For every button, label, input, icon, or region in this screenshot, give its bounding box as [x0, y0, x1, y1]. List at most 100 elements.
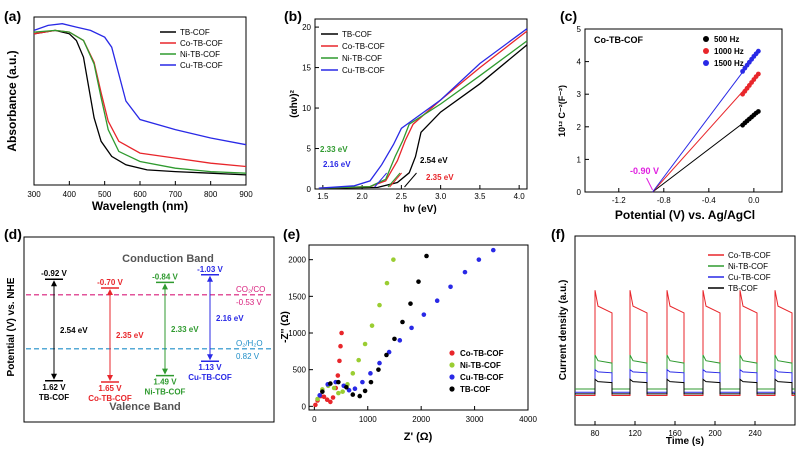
- panel-c-ytick-label: 4: [577, 58, 582, 67]
- panel-a-legend-label: Co-TB-COF: [180, 39, 223, 48]
- panel-d-cb-label: -0.92 V: [41, 269, 67, 278]
- panel-a-ticks: 300 400 500 600 700 800 900: [27, 181, 253, 199]
- panel-e-point-co-tb-cof: [321, 394, 327, 400]
- panel-b-ytick-label: 5: [307, 145, 312, 154]
- panel-e-point-tb-cof: [384, 352, 389, 358]
- panel-e-point-cu-tb-cof: [448, 284, 453, 290]
- panel-d-gap-arrow-down: [207, 354, 213, 361]
- panel-e-point-ni-tb-cof: [377, 302, 382, 308]
- panel-f: (f) 80 120 160 200 240 Co-TB-COF Ni-TB-COF Cu-…: [551, 226, 796, 447]
- panel-e-ytick-label: 2000: [288, 256, 306, 265]
- panel-b-ytick-label: 0: [307, 185, 312, 194]
- panel-a-series-ni-tb-cof: [33, 29, 247, 174]
- panel-e-label: (e): [283, 226, 300, 242]
- panel-d-label: (d): [4, 226, 22, 242]
- panel-b-xtick-label: 4.0: [514, 192, 526, 201]
- panel-e-legend-marker: [449, 350, 455, 356]
- panel-d-ref-label-bottom: -0.53 V: [236, 298, 262, 307]
- panel-e-point-cu-tb-cof: [352, 386, 358, 392]
- panel-e-point-tb-cof: [320, 389, 325, 394]
- panel-f-legend: Co-TB-COF Ni-TB-COF Cu-TB-COF TB-COF: [708, 251, 771, 293]
- panel-e-point-cu-tb-cof: [490, 247, 496, 253]
- panel-e-point-cu-tb-cof: [397, 338, 403, 343]
- panel-e-point-tb-cof: [376, 367, 381, 372]
- panel-e-point-ni-tb-cof: [391, 257, 396, 262]
- panel-f-xtick-label: 200: [708, 429, 722, 438]
- panel-b-xtick-label: 1.5: [317, 192, 329, 201]
- panel-b-xtick-label: 2.5: [396, 192, 408, 201]
- panel-e-point-cu-tb-cof: [317, 393, 322, 398]
- panel-c-legend-marker: [703, 60, 709, 66]
- panel-f-xtick-label: 240: [748, 429, 762, 438]
- panel-d-gap-label: 2.33 eV: [171, 325, 199, 334]
- panel-c-legend-marker: [703, 36, 709, 42]
- panel-e: (e) 0 1000 2000 3000 4000 0 500 1000 1500 2000 Co…: [280, 226, 537, 443]
- panel-e-xtick-label: 4000: [519, 415, 537, 424]
- panel-e-point-cu-tb-cof: [377, 360, 382, 366]
- panel-e-point-ni-tb-cof: [384, 280, 390, 286]
- panel-d-material-name: Ni-TB-COF: [145, 388, 186, 397]
- panel-b-ticks: 1.5 2.0 2.5 3.0 3.5 4.0 0 5 10 15 20: [302, 23, 525, 201]
- panel-e-legend-label: Ni-TB-COF: [460, 361, 501, 370]
- panel-c-point-500hz: [755, 109, 761, 114]
- panel-e-point-ni-tb-cof: [356, 357, 361, 363]
- panel-f-label: (f): [551, 226, 565, 242]
- panel-e-frame: [308, 244, 529, 411]
- panel-e-point-ni-tb-cof: [362, 341, 368, 347]
- panel-d-ref-label-top: O₂/H₂O: [236, 339, 263, 348]
- panel-e-ytick-label: 1000: [288, 329, 306, 338]
- panel-d-gap-label: 2.54 eV: [60, 326, 88, 335]
- panel-b-ytick-label: 15: [302, 64, 311, 73]
- panel-c-ytick-label: 0: [577, 188, 582, 197]
- panel-f-legend-label: Ni-TB-COF: [728, 262, 768, 271]
- panel-b-series-ni-tb-cof: [318, 40, 528, 189]
- panel-e-point-tb-cof: [362, 388, 368, 394]
- panel-b-legend-label: Cu-TB-COF: [342, 66, 385, 75]
- panel-d: (d) Conduction Band Valence Band CO₂/CO -…: [4, 226, 275, 423]
- panel-e-legend-marker: [449, 386, 455, 392]
- panel-b-xtick-label: 2.0: [357, 192, 369, 201]
- panel-e-point-cu-tb-cof: [462, 269, 468, 275]
- panel-b-legend: TB-COF Co-TB-COF Ni-TB-COF Cu-TB-COF: [321, 30, 385, 75]
- panel-b-frame: [314, 18, 528, 190]
- panel-e-point-tb-cof: [350, 392, 356, 397]
- panel-e-point-co-tb-cof: [339, 330, 344, 336]
- panel-b-series-cu-tb-cof: [318, 28, 528, 189]
- panel-c-xtick-label: -1.2: [612, 196, 626, 205]
- panel-e-legend-marker: [449, 374, 455, 380]
- panel-e-legend: Co-TB-COF Ni-TB-COF Cu-TB-COF TB-COF: [449, 349, 504, 394]
- panel-a-xtick-label: 700: [169, 190, 183, 199]
- panel-f-frame: [574, 235, 796, 426]
- panel-c-legend: 500 Hz 1000 Hz 1500 Hz: [703, 35, 744, 68]
- panel-d-vb-label: 1.49 V: [153, 378, 177, 387]
- panel-f-xlabel: Time (s): [666, 436, 704, 447]
- panel-d-vb-label: 1.62 V: [42, 383, 66, 392]
- panel-e-point-tb-cof: [336, 379, 341, 385]
- panel-e-point-cu-tb-cof: [409, 325, 414, 331]
- panel-f-series: [575, 290, 795, 396]
- panel-e-point-ni-tb-cof: [369, 323, 375, 328]
- panel-e-legend-label: Co-TB-COF: [460, 349, 504, 358]
- panel-d-gap-arrow-down: [51, 373, 57, 380]
- panel-e-point-tb-cof: [344, 384, 349, 390]
- panel-b-legend-label: TB-COF: [342, 30, 372, 39]
- panel-b-series: [318, 28, 528, 189]
- panel-c-frame: [584, 28, 783, 193]
- panel-a-series-tb-cof: [33, 29, 247, 176]
- panel-e-point-tb-cof: [328, 381, 333, 386]
- panel-e-xtick-label: 2000: [412, 415, 430, 424]
- panel-a-label: (a): [4, 8, 21, 24]
- panel-f-xtick-label: 80: [591, 429, 600, 438]
- panel-e-point-cu-tb-cof: [346, 387, 352, 393]
- panel-d-body: CO₂/CO -0.53 V O₂/H₂O 0.82 V -0.92 V 1.62 VTB…: [26, 265, 272, 403]
- panel-f-series-co-tb-cof: [575, 290, 795, 396]
- panel-a-series-cu-tb-cof: [33, 23, 247, 146]
- panel-c-point-1500hz: [755, 48, 761, 54]
- panel-c-ytick-label: 5: [577, 25, 582, 34]
- panel-e-ytick-label: 500: [293, 366, 307, 375]
- panel-b-xlabel: hν (eV): [403, 204, 436, 215]
- panel-d-cb-label: -1.03 V: [197, 265, 223, 274]
- panel-a-xlabel: Wavelength (nm): [92, 199, 188, 213]
- panel-c-xtick-label: -0.4: [702, 196, 716, 205]
